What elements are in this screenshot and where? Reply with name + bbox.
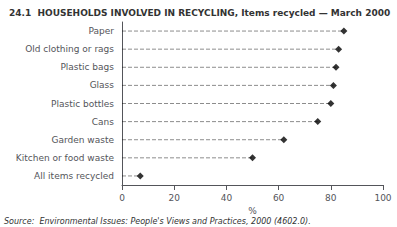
svg-text:Source: Environmental Issues:: Source: Environmental Issues: People's V…: [4, 217, 311, 226]
svg-text:%: %: [248, 206, 257, 216]
svg-text:Cans: Cans: [92, 117, 115, 127]
svg-text:Plastic bags: Plastic bags: [60, 62, 114, 72]
svg-text:20: 20: [168, 193, 180, 203]
svg-text:Kitchen or food waste: Kitchen or food waste: [16, 153, 115, 163]
svg-text:0: 0: [119, 193, 125, 203]
svg-text:60: 60: [273, 193, 285, 203]
svg-text:24.1 HOUSEHOLDS INVOLVED IN R: 24.1 HOUSEHOLDS INVOLVED IN RECYCLING, I…: [9, 8, 390, 18]
svg-text:100: 100: [374, 193, 391, 203]
svg-text:Plastic bottles: Plastic bottles: [51, 99, 114, 109]
svg-text:Glass: Glass: [90, 80, 115, 90]
svg-text:Old clothing or rags: Old clothing or rags: [25, 44, 114, 54]
svg-text:Paper: Paper: [89, 26, 115, 36]
svg-text:40: 40: [221, 193, 233, 203]
svg-text:Garden waste: Garden waste: [52, 135, 115, 145]
svg-text:80: 80: [325, 193, 337, 203]
svg-text:All items recycled: All items recycled: [34, 171, 114, 181]
